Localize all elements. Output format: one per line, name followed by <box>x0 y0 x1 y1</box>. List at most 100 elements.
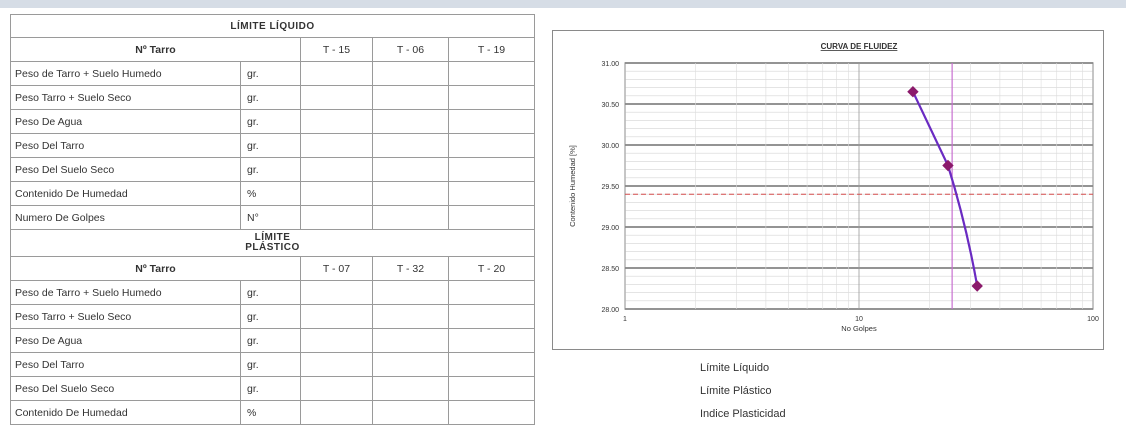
value-cell[interactable] <box>447 205 536 230</box>
row-unit: N° <box>240 205 301 230</box>
value-cell[interactable] <box>372 85 449 110</box>
table-row: Peso Tarro + Suelo Seco gr. <box>10 85 536 110</box>
row-unit: gr. <box>240 304 301 329</box>
x-axis-label: No Golpes <box>841 324 877 333</box>
value-cell[interactable] <box>447 133 536 158</box>
row-label: Numero De Golpes <box>10 205 241 230</box>
table-row: Peso De Agua gr. <box>10 109 536 134</box>
value-cell[interactable] <box>372 133 449 158</box>
data-point <box>907 85 919 98</box>
value-cell[interactable] <box>372 280 449 305</box>
value-cell[interactable] <box>372 376 449 401</box>
plastic-tarro-header: Nº Tarro <box>10 256 301 281</box>
lab-data-table: LÍMITE LÍQUIDO Nº Tarro T - 15 T - 06 T … <box>9 14 536 425</box>
value-cell[interactable] <box>372 328 449 353</box>
value-cell[interactable] <box>300 352 373 377</box>
row-unit: gr. <box>240 133 301 158</box>
value-cell[interactable] <box>300 157 373 182</box>
row-label: Peso de Tarro + Suelo Humedo <box>10 61 241 86</box>
row-unit: gr. <box>240 376 301 401</box>
liquid-limit-result-label: Límite Líquido <box>700 362 770 374</box>
row-label: Contenido De Humedad <box>10 400 241 425</box>
row-unit: gr. <box>240 109 301 134</box>
plastic-tarro-2: T - 32 <box>372 256 449 281</box>
row-label: Peso Del Suelo Seco <box>10 376 241 401</box>
table-row: Contenido De Humedad % <box>10 181 536 206</box>
data-point <box>942 159 954 172</box>
table-row: Peso Del Suelo Seco gr. <box>10 157 536 182</box>
row-label: Peso de Tarro + Suelo Humedo <box>10 280 241 305</box>
plastic-limit-title-line2: PLÁSTICO <box>245 242 300 253</box>
value-cell[interactable] <box>447 304 536 329</box>
liquid-tarro-3: T - 19 <box>447 37 536 62</box>
row-label: Peso De Agua <box>10 328 241 353</box>
row-unit: % <box>240 181 301 206</box>
value-cell[interactable] <box>447 181 536 206</box>
row-label: Contenido De Humedad <box>10 181 241 206</box>
value-cell[interactable] <box>447 61 536 86</box>
value-cell[interactable] <box>300 133 373 158</box>
row-unit: % <box>240 400 301 425</box>
value-cell[interactable] <box>300 61 373 86</box>
chart-svg: 28.00 28.50 29.00 29.50 30.00 30.50 31.00 1 10 10… <box>568 42 1099 333</box>
value-cell[interactable] <box>372 304 449 329</box>
value-cell[interactable] <box>300 205 373 230</box>
row-label: Peso Del Tarro <box>10 352 241 377</box>
row-unit: gr. <box>240 157 301 182</box>
table-row: Peso Del Tarro gr. <box>10 352 536 377</box>
table-row: Peso Del Suelo Seco gr. <box>10 376 536 401</box>
value-cell[interactable] <box>372 61 449 86</box>
table-row: Peso Del Tarro gr. <box>10 133 536 158</box>
value-cell[interactable] <box>300 304 373 329</box>
value-cell[interactable] <box>300 400 373 425</box>
value-cell[interactable] <box>300 181 373 206</box>
value-cell[interactable] <box>447 352 536 377</box>
plastic-tarro-3: T - 20 <box>447 256 536 281</box>
value-cell[interactable] <box>372 400 449 425</box>
value-cell[interactable] <box>447 109 536 134</box>
y-tick-label: 29.50 <box>601 184 619 191</box>
value-cell[interactable] <box>372 352 449 377</box>
value-cell[interactable] <box>447 85 536 110</box>
y-tick-label: 28.00 <box>601 307 619 314</box>
value-cell[interactable] <box>372 181 449 206</box>
row-unit: gr. <box>240 328 301 353</box>
liquid-tarro-header: Nº Tarro <box>10 37 301 62</box>
row-label: Peso Tarro + Suelo Seco <box>10 304 241 329</box>
x-tick-label: 10 <box>855 316 863 323</box>
plastic-limit-result-label: Límite Plástico <box>700 385 772 397</box>
flow-curve-chart: 28.00 28.50 29.00 29.50 30.00 30.50 31.00 1 10 10… <box>552 30 1104 350</box>
value-cell[interactable] <box>300 280 373 305</box>
value-cell[interactable] <box>447 400 536 425</box>
y-tick-label: 31.00 <box>601 61 619 68</box>
y-tick-label: 30.00 <box>601 143 619 150</box>
row-unit: gr. <box>240 85 301 110</box>
x-tick-label: 1 <box>623 316 627 323</box>
value-cell[interactable] <box>372 109 449 134</box>
value-cell[interactable] <box>447 157 536 182</box>
row-label: Peso Del Suelo Seco <box>10 157 241 182</box>
chart-title: CURVA DE FLUIDEZ <box>821 42 898 51</box>
value-cell[interactable] <box>300 85 373 110</box>
table-row: Peso Tarro + Suelo Seco gr. <box>10 304 536 329</box>
top-band <box>0 0 1126 8</box>
row-unit: gr. <box>240 280 301 305</box>
value-cell[interactable] <box>300 328 373 353</box>
value-cell[interactable] <box>447 328 536 353</box>
liquid-tarro-1: T - 15 <box>300 37 373 62</box>
x-tick-label: 100 <box>1087 316 1099 323</box>
row-unit: gr. <box>240 352 301 377</box>
value-cell[interactable] <box>372 205 449 230</box>
plasticity-index-result-label: Indice Plasticidad <box>700 408 786 420</box>
plastic-tarro-1: T - 07 <box>300 256 373 281</box>
plastic-limit-title: LÍMITE PLÁSTICO <box>9 229 536 257</box>
results-summary: Límite Líquido Límite Plástico Indice Pl… <box>700 360 786 429</box>
value-cell[interactable] <box>447 280 536 305</box>
value-cell[interactable] <box>372 157 449 182</box>
value-cell[interactable] <box>300 376 373 401</box>
value-cell[interactable] <box>300 109 373 134</box>
y-tick-label: 30.50 <box>601 102 619 109</box>
row-unit: gr. <box>240 61 301 86</box>
value-cell[interactable] <box>447 376 536 401</box>
table-row: Peso de Tarro + Suelo Humedo gr. <box>10 61 536 86</box>
